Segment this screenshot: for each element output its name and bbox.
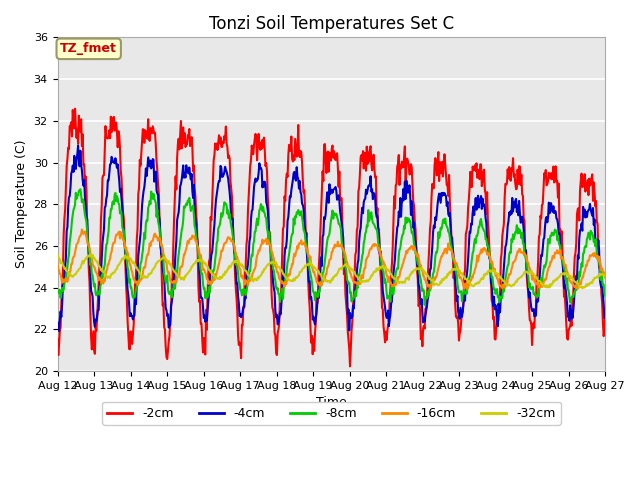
Y-axis label: Soil Temperature (C): Soil Temperature (C) [15,140,28,268]
Text: TZ_fmet: TZ_fmet [60,42,117,55]
Title: Tonzi Soil Temperatures Set C: Tonzi Soil Temperatures Set C [209,15,454,33]
Legend: -2cm, -4cm, -8cm, -16cm, -32cm: -2cm, -4cm, -8cm, -16cm, -32cm [102,402,561,425]
X-axis label: Time: Time [316,396,347,409]
